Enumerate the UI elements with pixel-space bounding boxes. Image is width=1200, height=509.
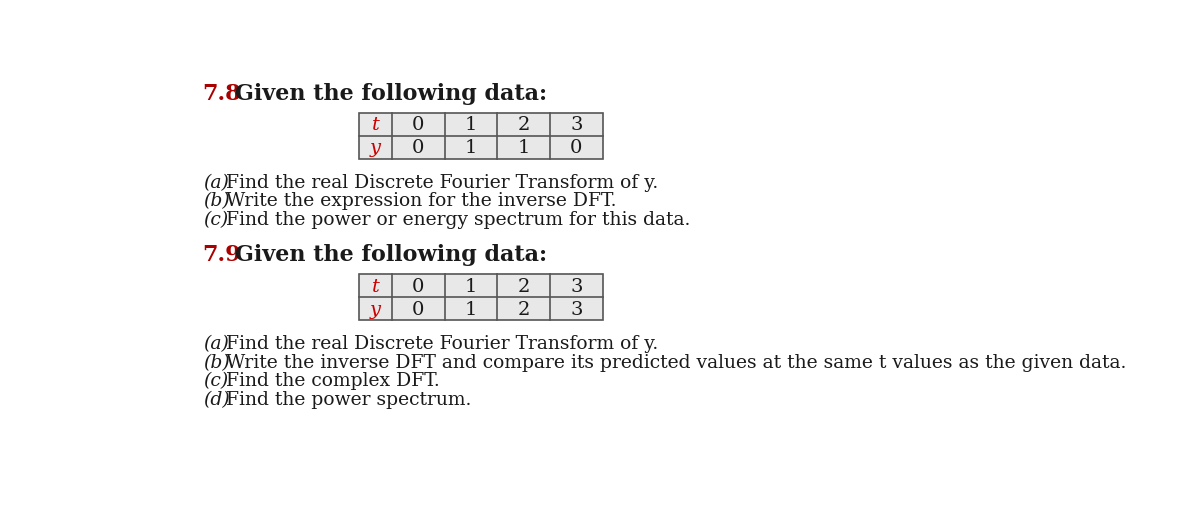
Text: 0: 0 — [570, 139, 582, 157]
Text: t: t — [372, 277, 379, 295]
Text: Find the power or energy spectrum for this data.: Find the power or energy spectrum for th… — [220, 210, 690, 228]
Text: (a): (a) — [203, 173, 228, 191]
Text: Given the following data:: Given the following data: — [235, 82, 547, 104]
Text: Find the real Discrete Fourier Transform of y.: Find the real Discrete Fourier Transform… — [220, 173, 658, 191]
Text: (b): (b) — [203, 353, 229, 371]
Text: Find the complex DFT.: Find the complex DFT. — [220, 372, 439, 389]
Text: 1: 1 — [517, 139, 529, 157]
Text: 3: 3 — [570, 116, 582, 134]
Bar — [359, 114, 602, 159]
Bar — [359, 275, 602, 321]
Text: (a): (a) — [203, 334, 228, 353]
Text: 0: 0 — [412, 300, 425, 318]
Text: 2: 2 — [517, 277, 529, 295]
Bar — [359, 114, 602, 159]
Text: Write the inverse DFT and compare its predicted values at the same t values as t: Write the inverse DFT and compare its pr… — [220, 353, 1126, 371]
Text: (b): (b) — [203, 192, 229, 210]
Text: (c): (c) — [203, 372, 228, 389]
Text: (d): (d) — [203, 390, 229, 408]
Text: y: y — [370, 139, 382, 157]
Text: 0: 0 — [412, 116, 425, 134]
Text: (c): (c) — [203, 210, 228, 228]
Text: Find the power spectrum.: Find the power spectrum. — [220, 390, 472, 408]
Text: 1: 1 — [464, 139, 478, 157]
Text: 1: 1 — [464, 277, 478, 295]
Text: t: t — [372, 116, 379, 134]
Text: 2: 2 — [517, 300, 529, 318]
Text: 3: 3 — [570, 300, 582, 318]
Text: 3: 3 — [570, 277, 582, 295]
Text: 1: 1 — [464, 116, 478, 134]
Text: Find the real Discrete Fourier Transform of y.: Find the real Discrete Fourier Transform… — [220, 334, 658, 353]
Text: y: y — [370, 300, 382, 318]
Bar — [359, 275, 602, 321]
Text: 2: 2 — [517, 116, 529, 134]
Text: 0: 0 — [412, 139, 425, 157]
Text: 7.9: 7.9 — [203, 244, 241, 266]
Text: 1: 1 — [464, 300, 478, 318]
Text: Given the following data:: Given the following data: — [235, 244, 547, 266]
Text: 7.8: 7.8 — [203, 82, 241, 104]
Text: Write the expression for the inverse DFT.: Write the expression for the inverse DFT… — [220, 192, 617, 210]
Text: 0: 0 — [412, 277, 425, 295]
